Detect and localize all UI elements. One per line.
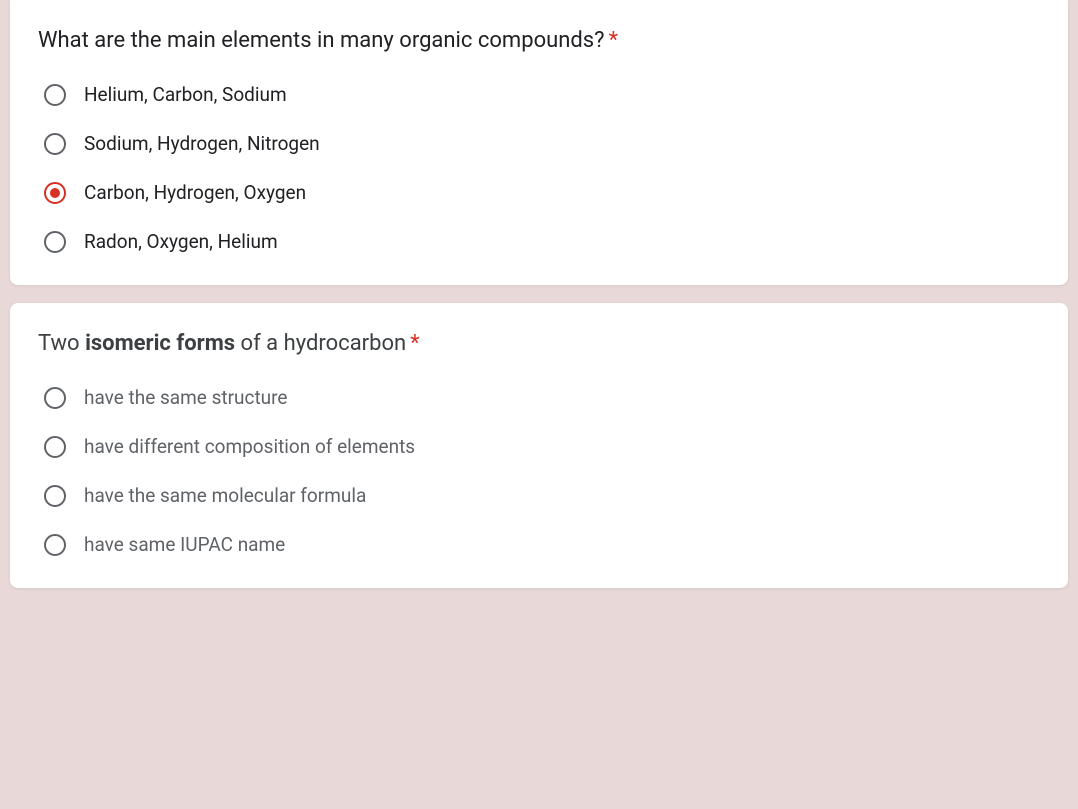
radio-option[interactable]: have the same molecular formula <box>44 484 1040 507</box>
required-asterisk: * <box>609 28 618 53</box>
question-prompt: Two isomeric forms of a hydrocarbon* <box>38 331 1040 356</box>
option-label: have same IUPAC name <box>84 533 285 556</box>
question-text-pre: Two <box>38 331 85 356</box>
radio-option[interactable]: Carbon, Hydrogen, Oxygen <box>44 181 1040 204</box>
options-group: have the same structure have different c… <box>38 386 1040 556</box>
question-text: What are the main elements in many organ… <box>38 28 605 53</box>
option-label: Radon, Oxygen, Helium <box>84 230 278 253</box>
question-prompt: What are the main elements in many organ… <box>38 28 1040 53</box>
radio-icon <box>44 231 66 253</box>
question-text-post: of a hydrocarbon <box>235 331 406 356</box>
radio-icon <box>44 387 66 409</box>
option-label: Helium, Carbon, Sodium <box>84 83 287 106</box>
radio-option[interactable]: Helium, Carbon, Sodium <box>44 83 1040 106</box>
radio-icon-selected <box>44 182 66 204</box>
radio-option[interactable]: have different composition of elements <box>44 435 1040 458</box>
radio-icon <box>44 84 66 106</box>
required-asterisk: * <box>410 331 419 356</box>
radio-option[interactable]: Radon, Oxygen, Helium <box>44 230 1040 253</box>
radio-icon <box>44 534 66 556</box>
radio-option[interactable]: have same IUPAC name <box>44 533 1040 556</box>
option-label: have the same molecular formula <box>84 484 366 507</box>
radio-option[interactable]: Sodium, Hydrogen, Nitrogen <box>44 132 1040 155</box>
question-card: What are the main elements in many organ… <box>10 0 1068 285</box>
option-label: have the same structure <box>84 386 288 409</box>
radio-icon <box>44 485 66 507</box>
option-label: Sodium, Hydrogen, Nitrogen <box>84 132 320 155</box>
radio-icon <box>44 133 66 155</box>
option-label: Carbon, Hydrogen, Oxygen <box>84 181 306 204</box>
radio-option[interactable]: have the same structure <box>44 386 1040 409</box>
radio-icon <box>44 436 66 458</box>
question-card: Two isomeric forms of a hydrocarbon* hav… <box>10 303 1068 588</box>
question-text-bold: isomeric forms <box>85 331 235 356</box>
options-group: Helium, Carbon, Sodium Sodium, Hydrogen,… <box>38 83 1040 253</box>
option-label: have different composition of elements <box>84 435 415 458</box>
